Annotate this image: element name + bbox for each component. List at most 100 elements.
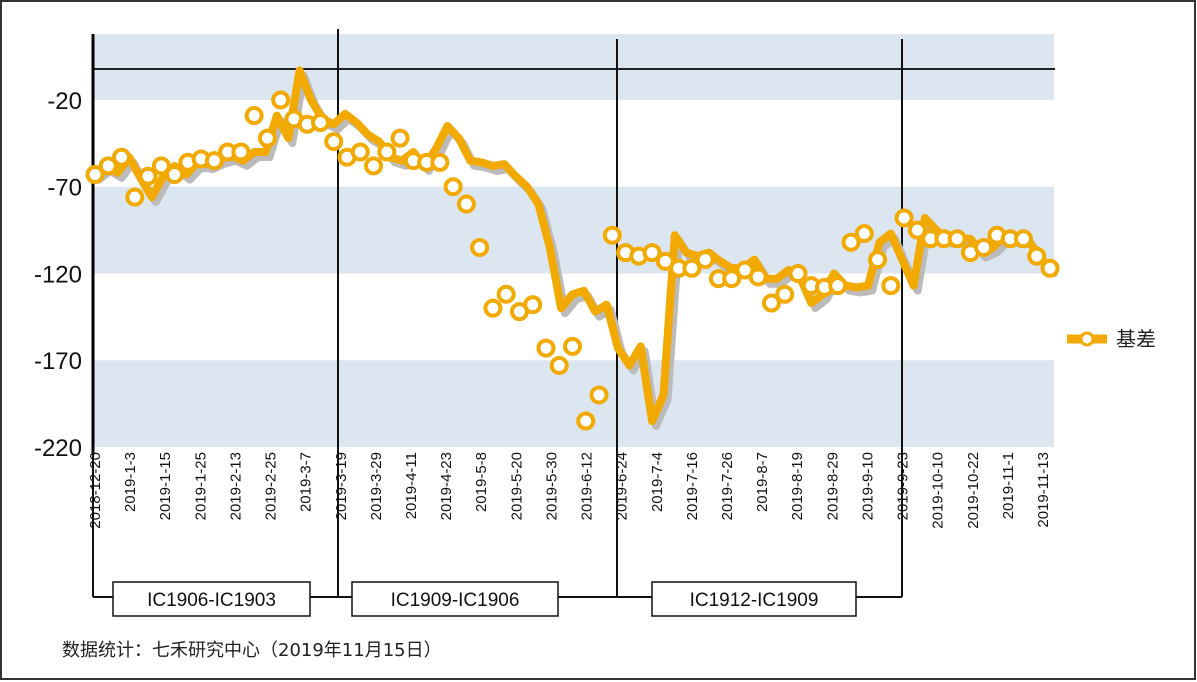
data-point-12 <box>244 106 264 126</box>
data-point-6 <box>165 165 185 185</box>
data-point-71 <box>1027 246 1047 266</box>
x-tick-label-25: 2019-10-22 <box>965 452 982 529</box>
data-point-0 <box>85 165 105 185</box>
x-tick-label-23: 2019-9-23 <box>895 452 912 520</box>
data-point-30 <box>483 298 503 318</box>
x-tick-label-9: 2019-4-11 <box>403 452 420 519</box>
band-1 <box>93 186 1054 274</box>
x-tick-label-7: 2019-3-19 <box>333 452 350 520</box>
x-tick-label-13: 2019-5-30 <box>543 452 560 520</box>
data-point-17 <box>310 113 330 132</box>
data-point-59 <box>868 250 888 270</box>
x-tick-label-11: 2019-5-8 <box>473 452 490 512</box>
x-tick-label-19: 2019-8-7 <box>754 452 771 512</box>
period-box-2 <box>651 581 857 617</box>
x-tick-label-21: 2019-8-29 <box>824 452 841 520</box>
data-point-36 <box>563 336 582 356</box>
x-tick-label-4: 2019-2-13 <box>227 452 244 520</box>
x-tick-label-5: 2019-2-25 <box>263 452 280 520</box>
data-point-21 <box>364 156 384 176</box>
data-point-26 <box>430 152 450 172</box>
data-point-14 <box>271 90 291 110</box>
data-point-13 <box>257 128 277 148</box>
data-point-51 <box>761 293 781 313</box>
data-point-38 <box>589 385 609 405</box>
data-point-34 <box>536 338 556 358</box>
data-point-62 <box>907 220 927 240</box>
data-point-11 <box>231 142 251 162</box>
x-tick-label-17: 2019-7-16 <box>684 452 701 520</box>
x-tick-label-12: 2019-5-20 <box>508 452 525 520</box>
data-point-72 <box>1040 258 1060 278</box>
x-tick-label-0: 2018-12-20 <box>87 452 104 529</box>
x-tick-label-20: 2019-8-19 <box>789 452 806 520</box>
x-tick-label-6: 2019-3-7 <box>298 452 315 512</box>
data-point-61 <box>894 208 914 228</box>
x-tick-label-3: 2019-1-25 <box>192 452 209 520</box>
data-point-67 <box>974 237 994 257</box>
data-point-4 <box>138 166 158 186</box>
data-point-42 <box>642 243 662 263</box>
data-point-3 <box>125 187 145 207</box>
y-tick-label-0: -20 <box>47 88 82 115</box>
period-label-1: IC1909-IC1906 <box>391 590 520 611</box>
data-point-18 <box>324 132 344 152</box>
x-tick-label-1: 2019-1-3 <box>122 452 139 512</box>
source-note: 数据统计：七禾研究中心（2019年11月15日） <box>62 640 442 661</box>
data-point-48 <box>722 269 742 289</box>
data-point-33 <box>523 295 543 315</box>
contract-period-labels: IC1906-IC1903 IC1909-IC1906 IC1912-IC1909 <box>93 581 902 617</box>
x-tick-label-18: 2019-7-26 <box>719 452 736 520</box>
period-label-2: IC1912-IC1909 <box>690 590 819 611</box>
x-tick-label-26: 2019-11-1 <box>1000 452 1017 519</box>
data-point-22 <box>377 142 397 162</box>
band-2 <box>93 360 1054 447</box>
y-tick-label-3: -170 <box>34 348 82 375</box>
y-tick-label-2: -120 <box>34 261 82 288</box>
data-point-56 <box>828 276 848 296</box>
x-tick-label-16: 2019-7-4 <box>649 452 666 512</box>
data-point-5 <box>151 156 171 176</box>
series-basis <box>85 66 1060 431</box>
data-point-70 <box>1013 229 1033 249</box>
y-tick-label-4: -220 <box>34 435 82 462</box>
data-point-27 <box>443 177 463 197</box>
data-point-1 <box>98 156 118 176</box>
data-point-23 <box>390 128 410 148</box>
data-point-46 <box>695 250 715 270</box>
data-point-53 <box>788 263 808 283</box>
data-point-20 <box>350 142 370 162</box>
y-tick-label-1: -70 <box>47 175 82 202</box>
y-axis: -20 -70 -120 -170 -220 <box>34 34 95 462</box>
x-tick-label-27: 2019-11-13 <box>1035 452 1052 528</box>
data-point-58 <box>854 224 874 244</box>
x-tick-label-14: 2019-6-12 <box>579 452 596 520</box>
x-axis: 2018-12-20 2019-1-3 2019-1-15 2019-1-25 2019… <box>87 452 1052 529</box>
data-point-2 <box>112 147 132 167</box>
x-tick-label-24: 2019-10-10 <box>930 452 947 529</box>
data-point-52 <box>775 284 795 304</box>
data-point-35 <box>549 355 569 375</box>
data-point-50 <box>748 267 768 287</box>
data-point-28 <box>456 194 476 214</box>
data-point-57 <box>841 232 861 252</box>
legend-label: 基差 <box>1116 327 1156 351</box>
data-point-29 <box>470 237 490 257</box>
band-0 <box>93 34 1054 100</box>
legend: 基差 <box>1067 327 1156 351</box>
period-label-0: IC1906-IC1903 <box>147 590 276 611</box>
background-bands <box>93 34 1055 447</box>
period-box-1 <box>351 581 559 617</box>
data-point-37 <box>576 411 596 431</box>
data-point-45 <box>682 258 702 278</box>
x-tick-label-8: 2019-3-29 <box>368 452 385 520</box>
data-point-65 <box>947 229 967 249</box>
period-box-0 <box>112 581 311 617</box>
data-point-60 <box>881 276 901 296</box>
x-tick-label-22: 2019-9-10 <box>859 452 876 520</box>
series-line <box>91 66 1054 425</box>
data-point-39 <box>602 225 622 245</box>
